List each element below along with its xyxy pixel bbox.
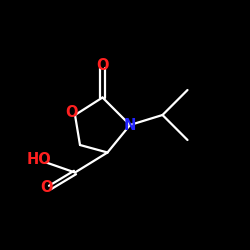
Text: O: O bbox=[65, 105, 78, 120]
Text: N: N bbox=[124, 118, 136, 132]
Text: O: O bbox=[40, 180, 52, 195]
Text: O: O bbox=[96, 58, 109, 72]
Text: HO: HO bbox=[26, 152, 51, 168]
